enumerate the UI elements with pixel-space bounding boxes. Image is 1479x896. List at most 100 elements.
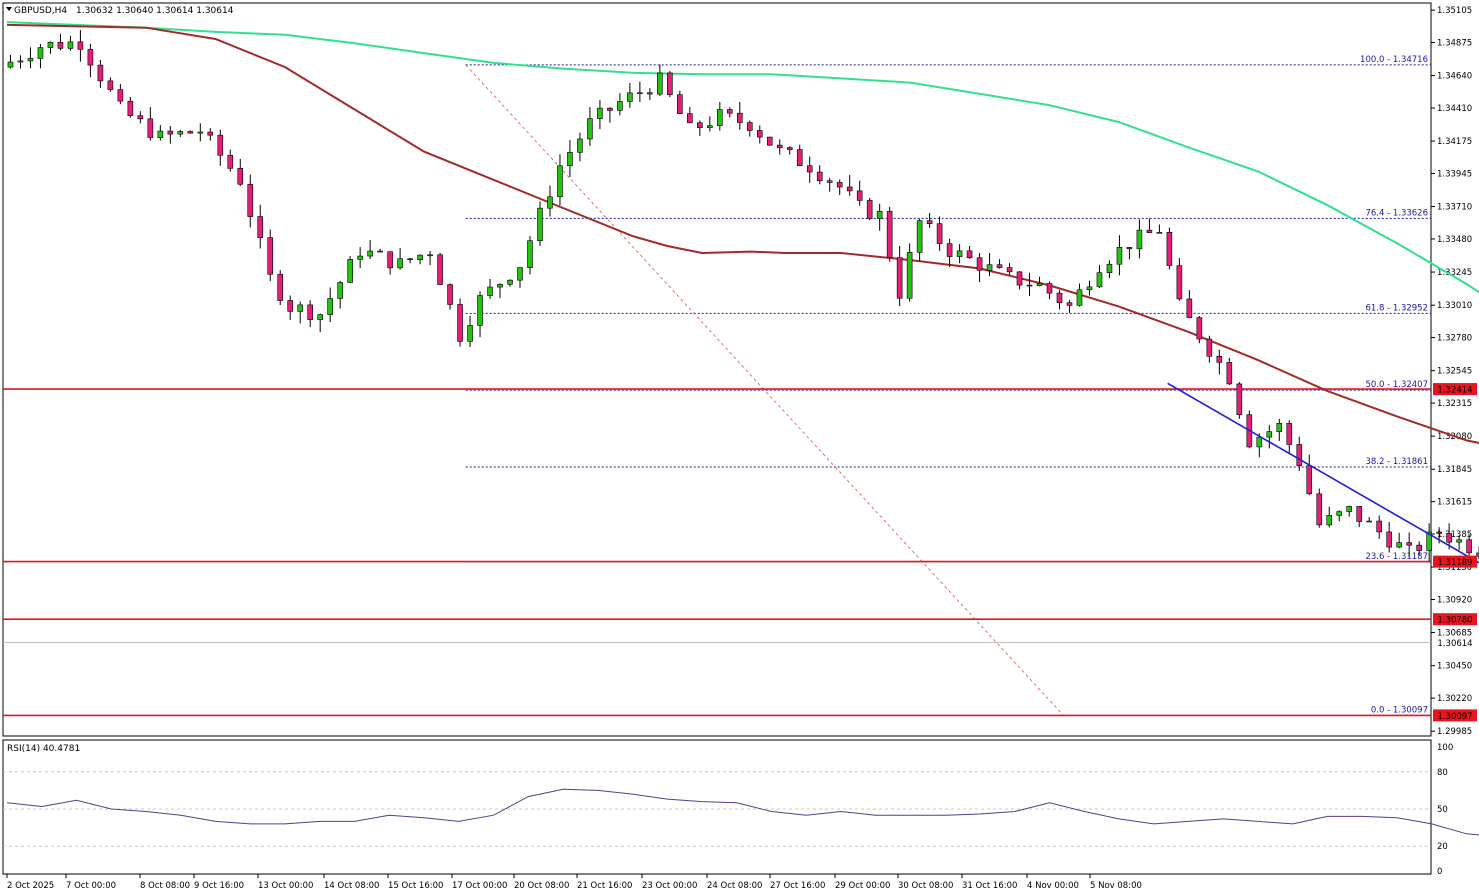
candle-bear bbox=[1186, 298, 1193, 318]
candle-bull bbox=[557, 165, 563, 198]
candle-bear bbox=[976, 257, 983, 271]
moving-averages bbox=[6, 21, 1479, 444]
candle-bull bbox=[517, 267, 523, 281]
candle-bear bbox=[776, 144, 783, 148]
fib-level-label: 76.4 - 1.33626 bbox=[1365, 208, 1428, 218]
rsi-indicator: 100 80 50 20 0 bbox=[3, 743, 1479, 877]
time-axis-label: 4 Nov 00:00 bbox=[1027, 881, 1079, 891]
candle-bull bbox=[317, 314, 323, 320]
candle-bull bbox=[467, 325, 473, 342]
candle-bull bbox=[497, 283, 503, 288]
candle-bear bbox=[1126, 247, 1133, 250]
candle-bear bbox=[766, 136, 773, 146]
candle-bear bbox=[87, 49, 94, 66]
candle-bear bbox=[667, 72, 673, 95]
candle-bear bbox=[447, 284, 453, 305]
candle-bull bbox=[537, 207, 543, 241]
candle-bear bbox=[57, 42, 64, 49]
candle-bear bbox=[97, 64, 104, 82]
price-tick-label: 1.31615 bbox=[1437, 498, 1472, 508]
candle-bull bbox=[357, 255, 363, 260]
price-tick-label: 1.33010 bbox=[1437, 301, 1472, 311]
candle-bear bbox=[457, 304, 463, 342]
price-tick-label: 1.30685 bbox=[1437, 629, 1472, 639]
candle-bear bbox=[127, 100, 134, 116]
price-tick-label: 1.34410 bbox=[1437, 104, 1472, 114]
price-tick-label: 1.30920 bbox=[1437, 595, 1472, 605]
ma-fast-line bbox=[6, 23, 1479, 444]
candle-bear bbox=[1056, 292, 1063, 304]
candle-bear bbox=[437, 254, 443, 285]
candle-bear bbox=[237, 168, 244, 185]
time-axis-label: 23 Oct 00:00 bbox=[642, 881, 697, 891]
price-labels: 1.32414 1.31189 1.30780 1.30097 1.30614 bbox=[1433, 383, 1477, 722]
candlesticks bbox=[7, 29, 1479, 562]
candle-bull bbox=[417, 254, 423, 261]
candle-bull bbox=[956, 250, 963, 257]
candle-bear bbox=[886, 210, 893, 258]
time-axis-label: 15 Oct 16:00 bbox=[388, 881, 443, 891]
price-tick-label: 1.35105 bbox=[1437, 6, 1472, 16]
candle-bear bbox=[1376, 520, 1382, 533]
candle-bear bbox=[896, 257, 903, 299]
candle-bear bbox=[257, 216, 264, 238]
candle-bear bbox=[247, 183, 254, 217]
candle-bull bbox=[1266, 431, 1273, 438]
level-price-tag: 1.30780 bbox=[1437, 616, 1472, 626]
candle-bull bbox=[1076, 289, 1083, 306]
candle-bear bbox=[1306, 465, 1313, 495]
candle-bull bbox=[47, 42, 54, 48]
candle-bear bbox=[1386, 531, 1392, 548]
candle-bear bbox=[1166, 232, 1173, 266]
fib-level-label: 38.2 - 1.31861 bbox=[1365, 457, 1428, 467]
rsi-axis-label: 80 bbox=[1437, 768, 1448, 778]
candle-bull bbox=[567, 152, 573, 167]
rsi-axis-label: 20 bbox=[1437, 842, 1448, 852]
time-axis-label: 13 Oct 00:00 bbox=[258, 881, 313, 891]
candle-bear bbox=[926, 220, 933, 224]
time-axis-label: 21 Oct 16:00 bbox=[577, 881, 632, 891]
price-tick-label: 1.34875 bbox=[1437, 39, 1472, 49]
candle-bull bbox=[587, 118, 593, 140]
candle-bear bbox=[756, 130, 763, 138]
horizontal-levels bbox=[3, 388, 1431, 717]
rsi-axis-label: 100 bbox=[1437, 743, 1453, 753]
level-price-tag: 1.30097 bbox=[1437, 712, 1472, 722]
time-axis-label: 2 Oct 2025 bbox=[7, 881, 54, 891]
current-price-tag-bg bbox=[1433, 636, 1477, 649]
price-tick-label: 1.34640 bbox=[1437, 72, 1472, 82]
candle-bull bbox=[7, 61, 14, 68]
candle-bear bbox=[856, 190, 863, 201]
price-tick-label: 1.33710 bbox=[1437, 203, 1472, 213]
candle-bull bbox=[597, 107, 603, 119]
candle-bull bbox=[337, 282, 343, 299]
time-axis-label: 30 Oct 08:00 bbox=[898, 881, 953, 891]
candle-bear bbox=[966, 250, 973, 259]
time-axis: 2 Oct 2025 7 Oct 00:00 8 Oct 08:00 9 Oct 16… bbox=[6, 874, 1142, 891]
candle-bull bbox=[37, 47, 44, 59]
candle-bear bbox=[806, 165, 813, 173]
candle-bull bbox=[717, 109, 723, 126]
price-tick-label: 1.31150 bbox=[1437, 563, 1472, 573]
time-axis-label: 20 Oct 08:00 bbox=[514, 881, 569, 891]
candle-bear bbox=[946, 243, 953, 257]
candle-bull bbox=[177, 131, 184, 135]
candle-bull bbox=[327, 298, 333, 315]
candle-bear bbox=[1236, 383, 1243, 415]
candle-bull bbox=[637, 92, 643, 95]
price-tick-label: 1.32545 bbox=[1437, 367, 1472, 377]
time-axis-label: 17 Oct 00:00 bbox=[452, 881, 507, 891]
price-tick-label: 1.32315 bbox=[1437, 399, 1472, 409]
candle-bear bbox=[1216, 356, 1223, 363]
candle-bear bbox=[786, 147, 793, 150]
candle-bear bbox=[647, 92, 653, 95]
ma-slow-line bbox=[6, 21, 1479, 294]
level-price-tag: 1.32414 bbox=[1437, 386, 1472, 396]
candle-bear bbox=[1296, 444, 1303, 466]
candle-bear bbox=[1176, 265, 1183, 300]
trendlines bbox=[1167, 382, 1479, 564]
candle-bull bbox=[1086, 286, 1093, 291]
candle-bull bbox=[547, 196, 553, 209]
dropdown-triangle-icon[interactable] bbox=[6, 7, 12, 11]
candle-bull bbox=[27, 58, 34, 62]
